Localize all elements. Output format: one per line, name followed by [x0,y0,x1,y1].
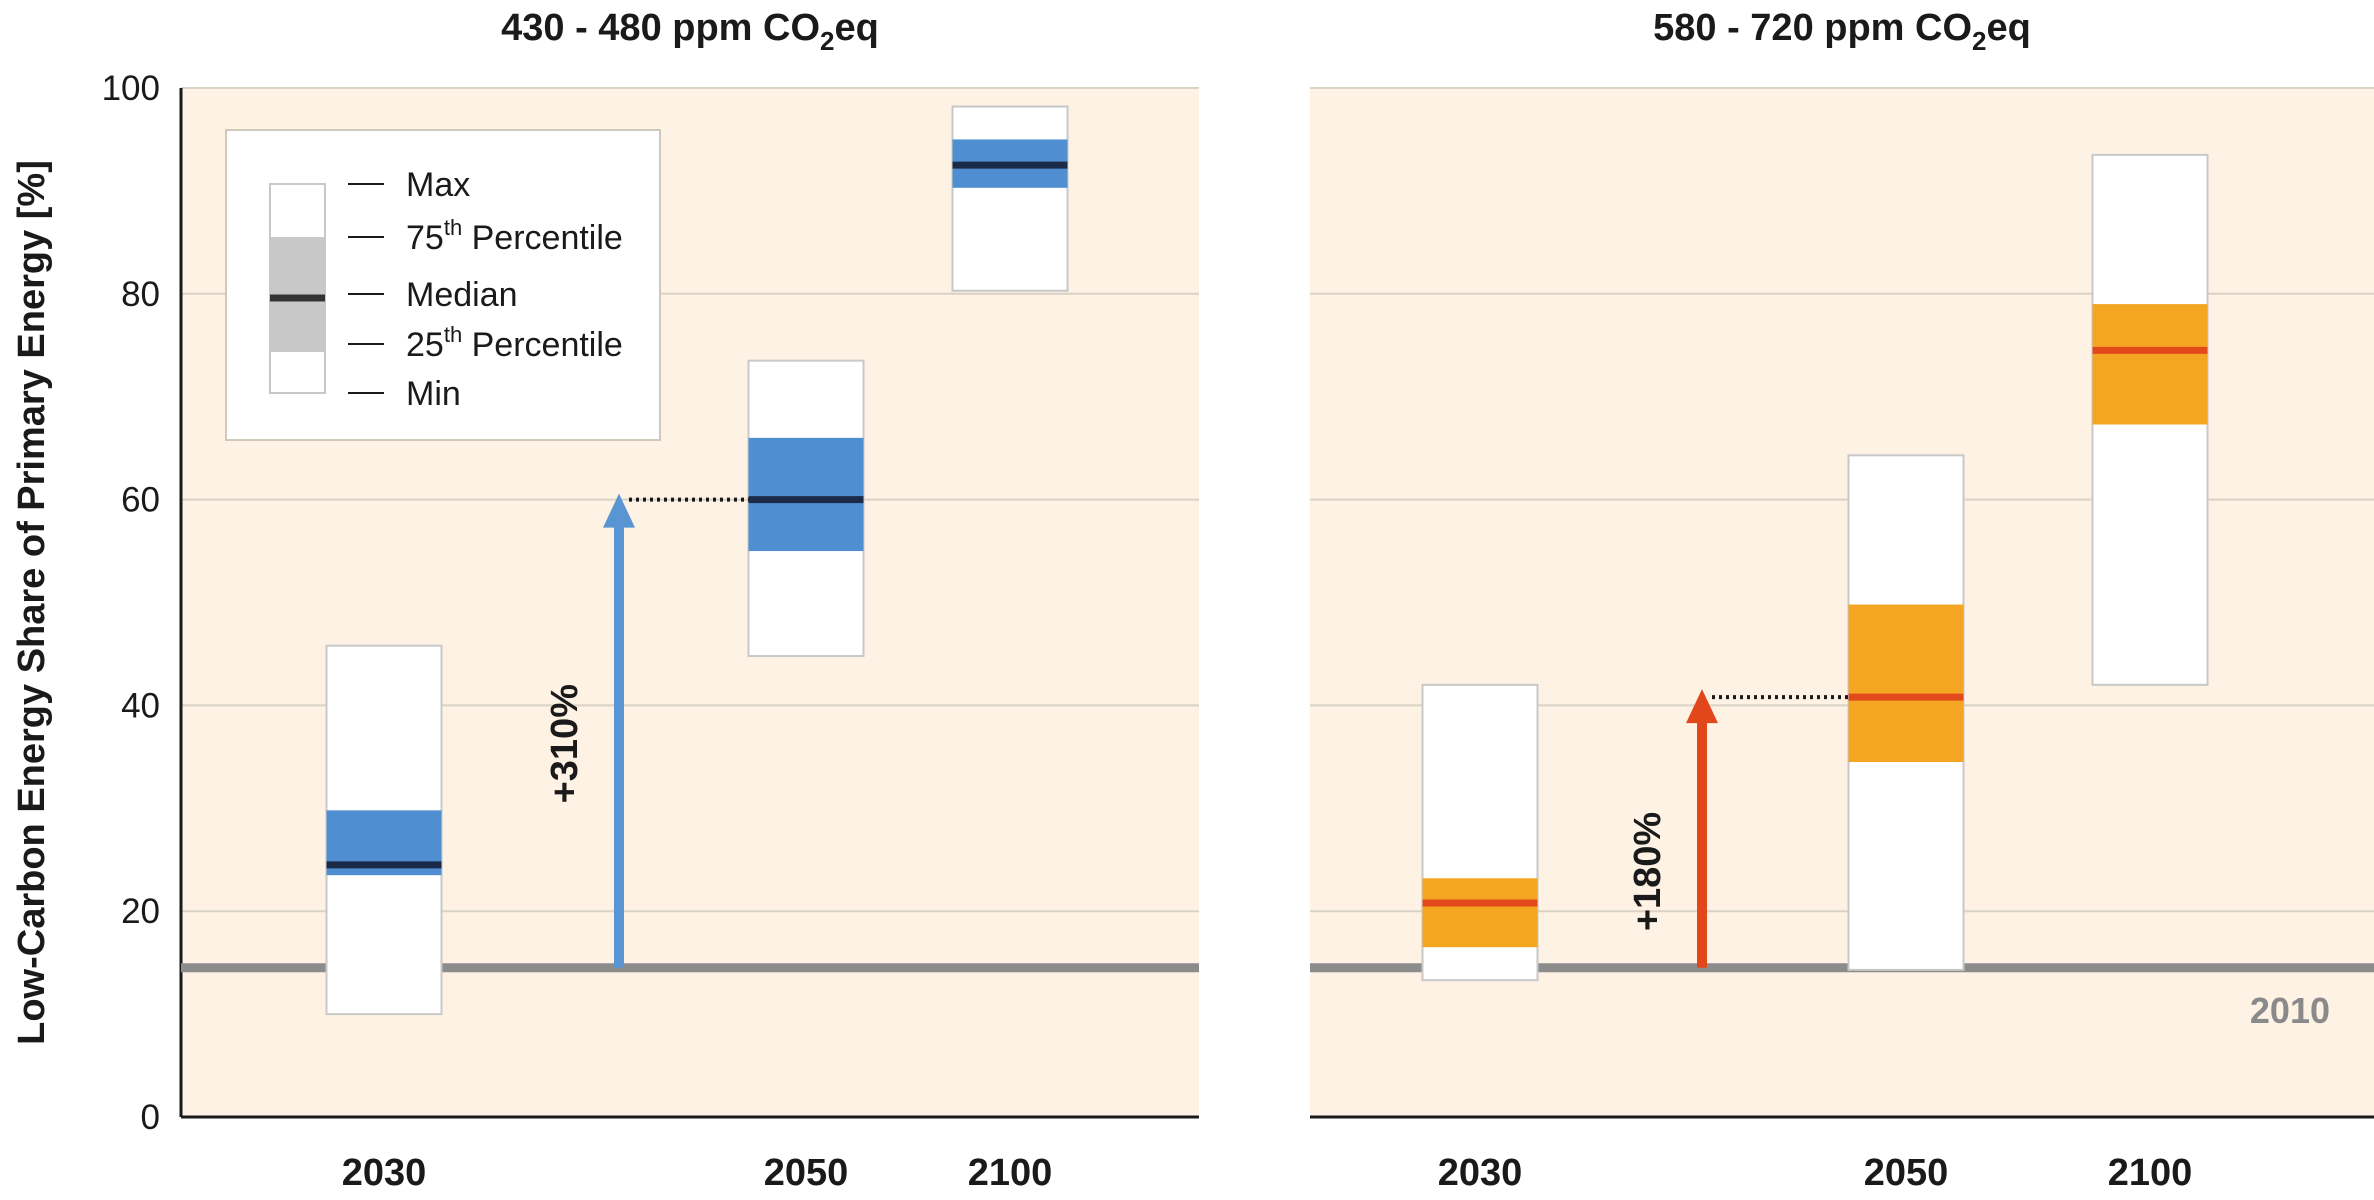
increase-arrow-head [1686,689,1718,724]
legend: Max 75th Percentile Median 25th Percentile M… [225,129,661,441]
box-2030 [325,644,443,1016]
arrow-percent-label: +310% [544,684,586,803]
panel-1: 430 - 480 ppm CO2eq 2030 2050 2100 +310% [179,7,1199,1194]
box-whisker-range [951,105,1069,292]
legend-entry: Min [406,375,461,413]
baseline-label: 2010 [2250,990,2330,1031]
legend-entry: 25th Percentile [406,322,623,364]
box-2050 [747,359,865,658]
y-tick-label: 80 [121,275,160,314]
y-tick-label: 60 [121,481,160,520]
x-category-label: 2030 [342,1152,427,1194]
box-interquartile [1848,604,1964,762]
box-interquartile [1422,878,1538,948]
panel-title: 580 - 720 ppm CO2eq [1653,7,2031,56]
y-axis-label: Low-Carbon Energy Share of Primary Energ… [11,160,53,1045]
x-category-label: 2100 [968,1152,1053,1194]
y-tick-label: 40 [121,686,160,725]
box-interquartile [2092,304,2208,425]
box-interquartile [748,437,864,552]
x-category-label: 2030 [1438,1152,1523,1194]
box-2100 [951,105,1069,292]
panel-2: 580 - 720 ppm CO2eq 2030 2050 2100 +180% 2010 [1310,7,2374,1194]
box-2100 [2091,153,2209,686]
legend-entry: Max [406,166,470,204]
x-category-label: 2050 [764,1152,849,1194]
legend-entry: Median [406,276,518,314]
increase-arrow-head [603,493,635,528]
y-tick-label: 20 [121,892,160,931]
legend-entry: 75th Percentile [406,215,623,257]
y-tick-label: 0 [141,1098,160,1137]
arrow-percent-label: +180% [1627,812,1669,931]
panel-title: 430 - 480 ppm CO2eq [501,7,879,56]
box-2050 [1847,454,1965,971]
box-2030 [1421,683,1539,982]
x-category-label: 2050 [1864,1152,1949,1194]
y-tick-label: 100 [102,69,160,108]
x-category-label: 2100 [2108,1152,2193,1194]
